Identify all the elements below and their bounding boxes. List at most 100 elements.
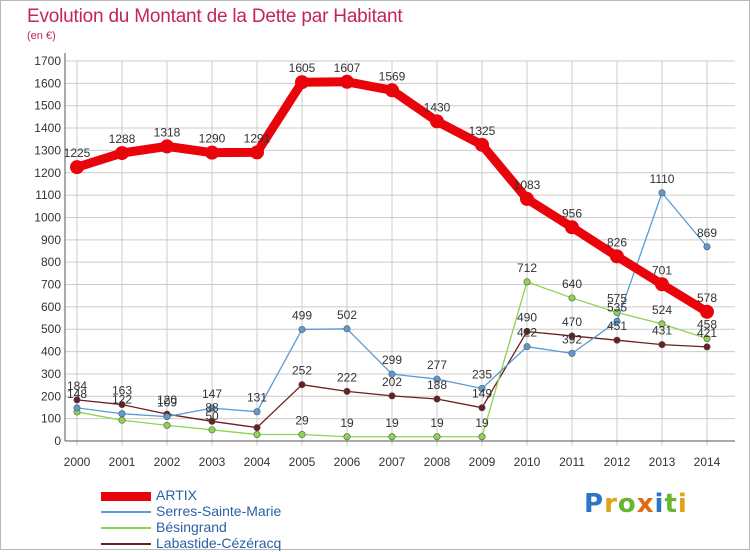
- data-point: [568, 294, 576, 302]
- data-point: [388, 433, 396, 441]
- data-label: 19: [385, 416, 399, 430]
- data-label: 869: [697, 226, 717, 240]
- data-point: [613, 317, 621, 325]
- y-tick-label: 700: [41, 278, 61, 292]
- data-point: [568, 349, 576, 357]
- data-point: [520, 191, 534, 206]
- data-label: 502: [337, 308, 357, 322]
- data-label: 163: [112, 384, 132, 398]
- data-label: 575: [607, 291, 627, 305]
- data-label: 712: [517, 261, 537, 275]
- data-label: 299: [382, 353, 402, 367]
- legend-label: Serres-Sainte-Marie: [156, 503, 282, 519]
- data-label: 956: [562, 206, 582, 220]
- data-point: [73, 396, 81, 404]
- data-label: 19: [430, 416, 444, 430]
- data-point: [523, 343, 531, 351]
- data-point: [343, 325, 351, 333]
- data-label: 422: [517, 326, 537, 340]
- y-tick-label: 300: [41, 367, 61, 381]
- data-point: [205, 145, 219, 160]
- line-chart: 0 100 200 300 400 500 600 700 800 900 1000 1100 1200…: [34, 53, 735, 469]
- data-label: 1290: [199, 132, 226, 146]
- data-label: 1569: [379, 69, 406, 83]
- logo-letter: P: [584, 489, 605, 519]
- x-tick-label: 2014: [694, 455, 721, 469]
- data-label: 431: [652, 324, 672, 338]
- data-point: [433, 375, 441, 383]
- data-label: 701: [652, 263, 672, 277]
- data-label: 148: [67, 387, 87, 401]
- data-point: [298, 381, 306, 389]
- data-label: 120: [157, 393, 177, 407]
- data-label: 1288: [109, 132, 136, 146]
- x-tick-label: 2009: [469, 455, 496, 469]
- data-point: [703, 243, 711, 251]
- data-label: 131: [247, 391, 267, 405]
- x-tick-label: 2004: [244, 455, 271, 469]
- data-label: 458: [697, 318, 717, 332]
- data-point: [70, 160, 84, 175]
- data-point: [118, 410, 126, 418]
- data-label: 1607: [334, 61, 361, 75]
- data-point: [208, 426, 216, 434]
- y-tick-label: 400: [41, 345, 61, 359]
- x-tick-label: 2007: [379, 455, 406, 469]
- data-point: [253, 431, 261, 439]
- data-point: [118, 416, 126, 424]
- y-tick-label: 600: [41, 300, 61, 314]
- data-label: 421: [697, 326, 717, 340]
- data-label: 122: [112, 393, 132, 407]
- data-point: [340, 74, 354, 89]
- x-tick-label: 2005: [289, 455, 316, 469]
- data-point: [343, 387, 351, 395]
- x-tick-label: 2001: [109, 455, 136, 469]
- data-label: 578: [697, 291, 717, 305]
- data-label: 1318: [154, 125, 181, 139]
- y-tick-label: 1500: [34, 99, 61, 113]
- data-point: [250, 145, 264, 160]
- x-tick-label: 2012: [604, 455, 631, 469]
- y-tick-label: 900: [41, 233, 61, 247]
- y-tick-label: 1600: [34, 76, 61, 90]
- data-point: [253, 408, 261, 416]
- data-point: [160, 139, 174, 154]
- data-point: [433, 433, 441, 441]
- data-label: 470: [562, 315, 582, 329]
- y-tick-label: 100: [41, 412, 61, 426]
- data-label: 1605: [289, 61, 316, 75]
- data-label: 1110: [650, 172, 675, 186]
- x-tick-label: 2003: [199, 455, 226, 469]
- data-label: 222: [337, 370, 357, 384]
- data-label: 392: [562, 332, 582, 346]
- data-label: 147: [202, 387, 222, 401]
- data-label: 19: [340, 416, 354, 430]
- data-point: [610, 249, 624, 264]
- data-point: [478, 433, 486, 441]
- proxiti-logo: Proxiti: [584, 489, 688, 519]
- data-point: [478, 384, 486, 392]
- data-point: [523, 327, 531, 335]
- chart-subtitle: (en €): [27, 30, 56, 42]
- data-point: [388, 370, 396, 378]
- y-tick-label: 200: [41, 389, 61, 403]
- x-tick-label: 2000: [64, 455, 91, 469]
- data-label: 1325: [469, 124, 496, 138]
- data-point: [478, 404, 486, 412]
- data-label: 188: [427, 378, 447, 392]
- data-point: [703, 335, 711, 343]
- data-label: 1291: [244, 131, 271, 145]
- data-label: 109: [157, 396, 177, 410]
- legend-swatch: [101, 492, 151, 501]
- x-tick-label: 2013: [649, 455, 676, 469]
- data-point: [73, 404, 81, 412]
- y-tick-label: 1300: [34, 143, 61, 157]
- data-point: [295, 75, 309, 90]
- data-point: [658, 189, 666, 197]
- x-tick-label: 2006: [334, 455, 361, 469]
- data-label: 149: [472, 387, 492, 401]
- x-tick-label: 2002: [154, 455, 181, 469]
- y-tick-label: 1100: [35, 188, 61, 202]
- data-point: [208, 404, 216, 412]
- data-point: [253, 424, 261, 432]
